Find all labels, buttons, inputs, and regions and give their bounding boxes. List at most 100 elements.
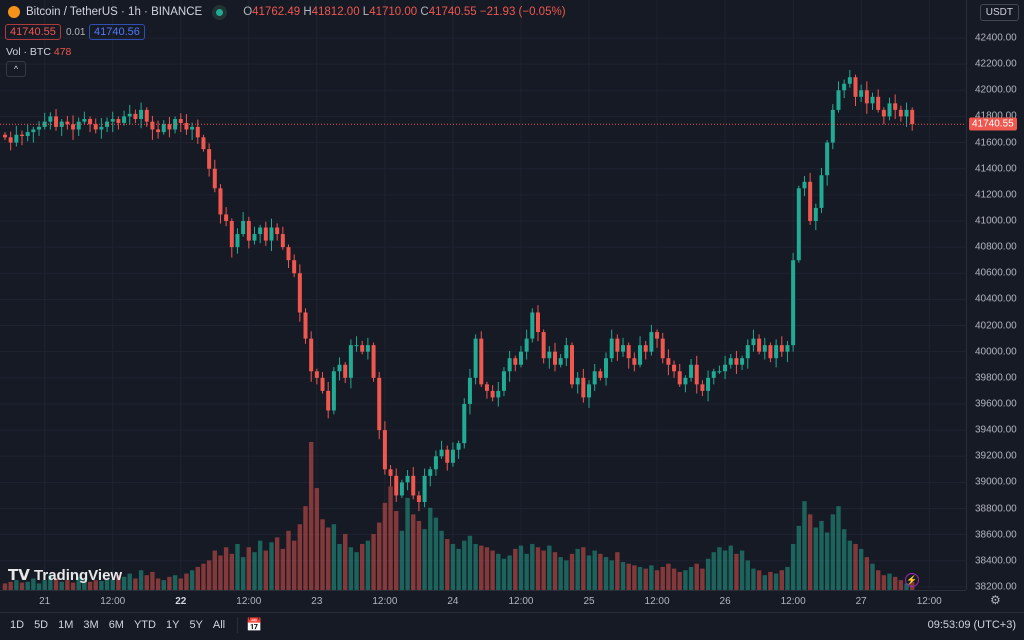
candle-body [246, 220, 251, 241]
candle-body [122, 116, 127, 123]
candle-body [842, 83, 847, 91]
volume-bar [819, 520, 824, 590]
volume-bar [411, 514, 416, 590]
volume-bar [739, 550, 745, 590]
candle-body [428, 469, 433, 476]
candle-body [575, 377, 580, 385]
volume-bar [547, 545, 552, 590]
range-1y[interactable]: 1Y [165, 619, 180, 631]
range-5y[interactable]: 5Y [189, 619, 203, 631]
price-axis[interactable]: USDT 42400.00 42200.00 42000.00 41800.00 416… [966, 0, 1024, 592]
candle-body [462, 403, 467, 444]
candle-body [297, 273, 302, 313]
volume-bar [473, 543, 478, 590]
clock-timezone[interactable]: 09:53:09 (UTC+3) [927, 619, 1016, 631]
volume-bar [620, 562, 626, 590]
volume-bar [785, 566, 790, 590]
range-6m[interactable]: 6M [108, 619, 124, 631]
volume-bar [513, 548, 518, 590]
volume-bar [501, 558, 507, 590]
candle-body [484, 384, 489, 391]
volume-bar [8, 581, 13, 590]
candle-body [116, 119, 121, 123]
bitcoin-logo-icon [8, 6, 20, 18]
candle-body [365, 345, 370, 352]
time-tick-label: 12:00 [644, 596, 670, 607]
volume-bar [722, 550, 728, 590]
volume-bar [360, 543, 365, 590]
volume-bar [569, 553, 575, 590]
candle-body [672, 364, 677, 372]
volume-bar [212, 550, 217, 590]
volume-bar [348, 547, 354, 590]
volume-bar [87, 581, 93, 590]
candle-body [864, 90, 869, 104]
volume-bar [688, 566, 694, 590]
range-5d[interactable]: 5D [34, 619, 49, 631]
tradingview-logo[interactable]: 𝗧𝗩 TradingView [8, 567, 123, 584]
volume-bar [235, 543, 240, 590]
range-3m[interactable]: 3M [83, 619, 99, 631]
volume-bar [858, 548, 864, 590]
volume-bar [121, 576, 127, 590]
candle-body [42, 121, 47, 127]
time-tick-label: 26 [719, 596, 731, 607]
candle-body [20, 134, 25, 137]
price-tick-label: 41000.00 [975, 215, 1017, 227]
volume-bar [76, 576, 81, 590]
candle-body [581, 377, 586, 398]
buy-price-button[interactable]: 41740.56 [89, 24, 145, 40]
candle-body [161, 124, 166, 133]
symbol-title[interactable]: Bitcoin / TetherUS · 1h · BINANCE [26, 6, 203, 18]
volume-bar [904, 583, 909, 590]
settings-gear-icon[interactable]: ⚙ [990, 593, 1001, 607]
candle-body [167, 124, 172, 130]
volume-bar [892, 576, 898, 590]
volume-bar [206, 560, 212, 590]
volume-bar [824, 532, 830, 590]
volume-bar [116, 575, 121, 590]
candle-body [734, 358, 739, 365]
volume-bar [586, 555, 592, 590]
candle-body [416, 495, 421, 502]
range-all[interactable]: All [212, 619, 226, 631]
spread-value: 0.01 [66, 27, 86, 38]
chevron-up-icon[interactable]: ^ [6, 61, 26, 77]
candle-body [314, 371, 319, 378]
candle-body [655, 332, 660, 339]
volume-bar [728, 545, 733, 590]
candle-body [467, 377, 472, 404]
volume-bar [218, 555, 223, 590]
volume-bar [552, 552, 558, 590]
volume-bar [881, 575, 887, 590]
volume-bar [717, 547, 722, 590]
range-ytd[interactable]: YTD [133, 619, 156, 631]
sell-price-button[interactable]: 41740.55 [5, 24, 61, 40]
candle-body [813, 207, 818, 221]
volume-bar [598, 553, 603, 590]
volume-bar [853, 543, 858, 590]
price-chart[interactable] [0, 0, 966, 590]
range-1m[interactable]: 1M [58, 619, 74, 631]
ohlc-values: O41762.49 H41812.00 L41710.00 C41740.55 … [243, 6, 566, 18]
volume-bar [82, 578, 87, 590]
candle-body [422, 475, 427, 502]
volume-bar [439, 530, 444, 590]
currency-selector[interactable]: USDT [979, 4, 1019, 21]
volume-bar [677, 571, 682, 590]
volume-bar [308, 442, 314, 590]
candle-body [388, 469, 393, 476]
volume-bar [450, 543, 456, 590]
volume-bar [144, 575, 149, 590]
candle-body [535, 312, 540, 333]
lightning-icon[interactable]: ⚡ [905, 573, 919, 587]
candle-body [326, 390, 331, 411]
calendar-goto-icon[interactable]: 📅 [237, 617, 262, 633]
candle-body [541, 332, 546, 359]
time-axis[interactable]: 21 12:00 22 12:00 23 12:00 24 12:00 25 12:00 26 12:… [0, 590, 966, 613]
volume-bar [377, 522, 382, 590]
volume-bar [252, 552, 257, 590]
candle-body [394, 475, 399, 496]
range-1d[interactable]: 1D [10, 619, 25, 631]
price-tick-label: 39400.00 [975, 424, 1017, 436]
